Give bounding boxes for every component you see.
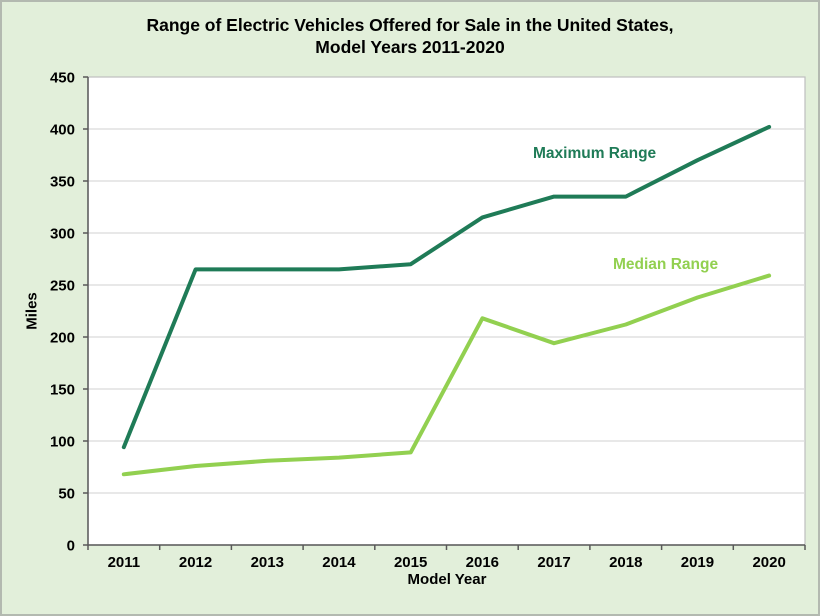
chart-title: Range of Electric Vehicles Offered for S… — [2, 14, 818, 58]
y-tick-label: 400 — [50, 121, 75, 138]
chart-title-line1: Range of Electric Vehicles Offered for S… — [146, 15, 674, 35]
x-tick-label: 2020 — [752, 554, 785, 571]
y-tick-label: 50 — [58, 485, 75, 502]
y-tick-label: 100 — [50, 433, 75, 450]
series-line-maximum-range — [121, 124, 772, 450]
y-tick-label: 300 — [50, 225, 75, 242]
x-tick-label: 2011 — [108, 554, 141, 571]
x-tick-label: 2013 — [251, 554, 284, 571]
y-tick-label: 0 — [67, 537, 75, 554]
series-label-median-range: Median Range — [613, 256, 719, 273]
x-tick-label: 2018 — [609, 554, 642, 571]
y-tick-label: 150 — [50, 381, 75, 398]
y-tick-label: 250 — [50, 277, 75, 294]
x-tick-label: 2017 — [537, 554, 570, 571]
x-tick-label: 2015 — [394, 554, 427, 571]
x-tick-label: 2016 — [466, 554, 499, 571]
plot-area — [87, 76, 806, 546]
series-line-median-range — [121, 273, 772, 477]
x-tick-label: 2019 — [681, 554, 714, 571]
x-tick-label: 2014 — [322, 554, 356, 571]
series-label-maximum-range: Maximum Range — [533, 145, 657, 162]
x-tick-label: 2012 — [179, 554, 212, 571]
chart-title-line2: Model Years 2011-2020 — [315, 37, 505, 57]
y-tick-label: 200 — [50, 329, 75, 346]
x-axis-title: Model Year — [407, 571, 487, 588]
y-tick-label: 350 — [50, 173, 75, 190]
y-tick-label: 450 — [50, 69, 75, 86]
y-axis-title: Miles — [23, 292, 41, 330]
